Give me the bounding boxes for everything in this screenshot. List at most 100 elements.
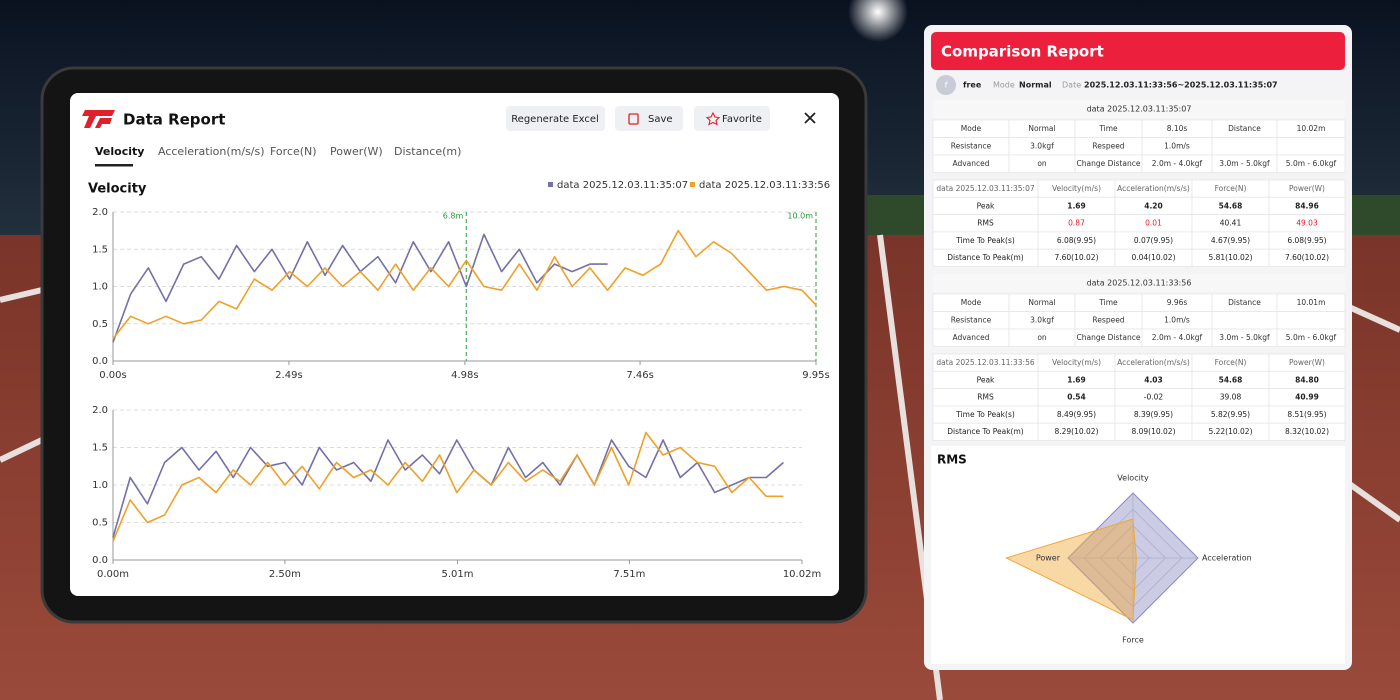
cell-text: data 2025.12.03.11:35:07	[936, 184, 1035, 193]
cell-text: 8.32(10.02)	[1285, 427, 1329, 436]
cell-text: Time	[1098, 298, 1118, 307]
logo	[82, 110, 115, 128]
cell-text: 0.87	[1068, 219, 1085, 228]
x-tick-label: 0.00s	[99, 370, 126, 381]
cell-text: Mode	[961, 298, 982, 307]
app-title: Data Report	[123, 111, 225, 129]
cell-text: Distance	[1228, 124, 1261, 133]
cell-text: 0.54	[1067, 393, 1086, 402]
cell-text: Change Distance	[1077, 333, 1141, 342]
cell-text: RMS	[977, 219, 994, 228]
table-cell	[1276, 311, 1346, 330]
button[interactable]	[615, 106, 683, 131]
cell-text: 10.02m	[1297, 124, 1326, 133]
star-icon	[705, 111, 721, 126]
button-label[interactable]: Save	[648, 114, 673, 125]
y-tick-label: 1.5	[92, 244, 108, 255]
cell-text: Time	[1098, 124, 1118, 133]
tab[interactable]: Velocity	[95, 145, 144, 158]
cell-text: 4.67(9.95)	[1211, 236, 1250, 245]
table-cell	[1211, 137, 1278, 156]
cell-text: 9.96s	[1167, 298, 1188, 307]
cell-text: 3.0kgf	[1030, 142, 1054, 151]
legend-swatch	[548, 182, 553, 187]
y-tick-label: 2.0	[92, 207, 108, 218]
cell-text: data 2025.12.03.11:33:56	[936, 358, 1035, 367]
report-title: Comparison Report	[941, 43, 1104, 61]
cell-text: Normal	[1028, 124, 1055, 133]
cell-text: Mode	[961, 124, 982, 133]
cell-text: Normal	[1028, 298, 1055, 307]
radar-axis-label: Force	[1122, 636, 1144, 645]
x-tick-label: 0.00m	[97, 569, 129, 580]
button-label[interactable]: Favorite	[722, 114, 762, 125]
cell-text: 0.07(9.95)	[1134, 236, 1173, 245]
cell-text: 8.10s	[1167, 124, 1188, 133]
cell-text: 3.0m - 5.0kgf	[1219, 159, 1270, 168]
cell-text: Resistance	[951, 316, 992, 325]
cell-text: 40.99	[1295, 393, 1319, 402]
cell-text: 8.29(10.02)	[1054, 427, 1098, 436]
cell-text: 0.01	[1145, 219, 1162, 228]
cell-text: 1.0m/s	[1164, 142, 1190, 151]
radar-area	[1067, 492, 1199, 624]
cell-text: Respeed	[1092, 142, 1124, 151]
table-cell	[1211, 311, 1278, 330]
x-tick-label: 2.49s	[275, 370, 302, 381]
tab[interactable]: Power(W)	[330, 145, 383, 158]
cell-text: 8.51(9.95)	[1287, 410, 1326, 419]
cell-text: Respeed	[1092, 316, 1124, 325]
table-cell	[1276, 137, 1346, 156]
table-cell	[1268, 248, 1346, 267]
cell-text: 2.0m - 4.0kgf	[1152, 333, 1203, 342]
cell-text: 1.0m/s	[1164, 316, 1190, 325]
radar-area	[1004, 518, 1137, 621]
y-tick-label: 2.0	[92, 405, 108, 416]
cell-text: 8.39(9.95)	[1134, 410, 1173, 419]
cell-text: on	[1037, 333, 1047, 342]
session-title: data 2025.12.03.11:33:56	[1087, 279, 1192, 288]
cell-text: on	[1037, 159, 1047, 168]
close-button[interactable]	[804, 112, 816, 124]
table-cell	[1268, 422, 1346, 441]
button-label[interactable]: Regenerate Excel	[511, 114, 599, 125]
cell-text: Velocity(m/s)	[1052, 184, 1101, 193]
user-name: free	[963, 81, 982, 90]
x-tick-label: 2.50m	[269, 569, 301, 580]
radar-axis-label: Power	[1036, 554, 1061, 563]
y-tick-label: 0.5	[92, 319, 108, 330]
mode-label: Mode	[993, 81, 1015, 90]
tab[interactable]: Distance(m)	[394, 145, 461, 158]
cell-text: Power(W)	[1289, 184, 1325, 193]
cell-text: 49.03	[1296, 219, 1318, 228]
cell-text: 3.0m - 5.0kgf	[1219, 333, 1270, 342]
cell-text: 5.81(10.02)	[1208, 253, 1252, 262]
cell-text: Distance	[1228, 298, 1261, 307]
cell-text: Time To Peak(s)	[955, 410, 1015, 419]
y-tick-label: 1.0	[92, 282, 108, 293]
table-cell	[1276, 328, 1346, 347]
tab[interactable]: Force(N)	[270, 145, 317, 158]
cell-text: 5.0m - 6.0kgf	[1286, 333, 1337, 342]
cell-text: 39.08	[1220, 393, 1242, 402]
legend-label: data 2025.12.03.11:33:56	[699, 180, 830, 191]
date-label: Date	[1062, 81, 1081, 90]
cell-text: 5.22(10.02)	[1208, 427, 1252, 436]
tab-underline	[95, 164, 133, 167]
save-icon	[628, 113, 639, 125]
cell-text: 54.68	[1219, 375, 1243, 384]
cell-text: 5.0m - 6.0kgf	[1286, 159, 1337, 168]
cell-text: Acceleration(m/s/s)	[1117, 358, 1190, 367]
cell-text: 6.08(9.95)	[1287, 236, 1326, 245]
cell-text: Peak	[977, 375, 995, 384]
button[interactable]	[506, 106, 605, 131]
cell-text: 3.0kgf	[1030, 316, 1054, 325]
cell-text: 0.04(10.02)	[1131, 253, 1175, 262]
marker-label: 10.0m	[787, 212, 813, 221]
series-line	[112, 439, 784, 538]
tab[interactable]: Acceleration(m/s/s)	[158, 145, 265, 158]
session-title-bg	[933, 274, 1345, 292]
series-line	[112, 229, 817, 340]
chart-title: RMS	[937, 453, 967, 467]
